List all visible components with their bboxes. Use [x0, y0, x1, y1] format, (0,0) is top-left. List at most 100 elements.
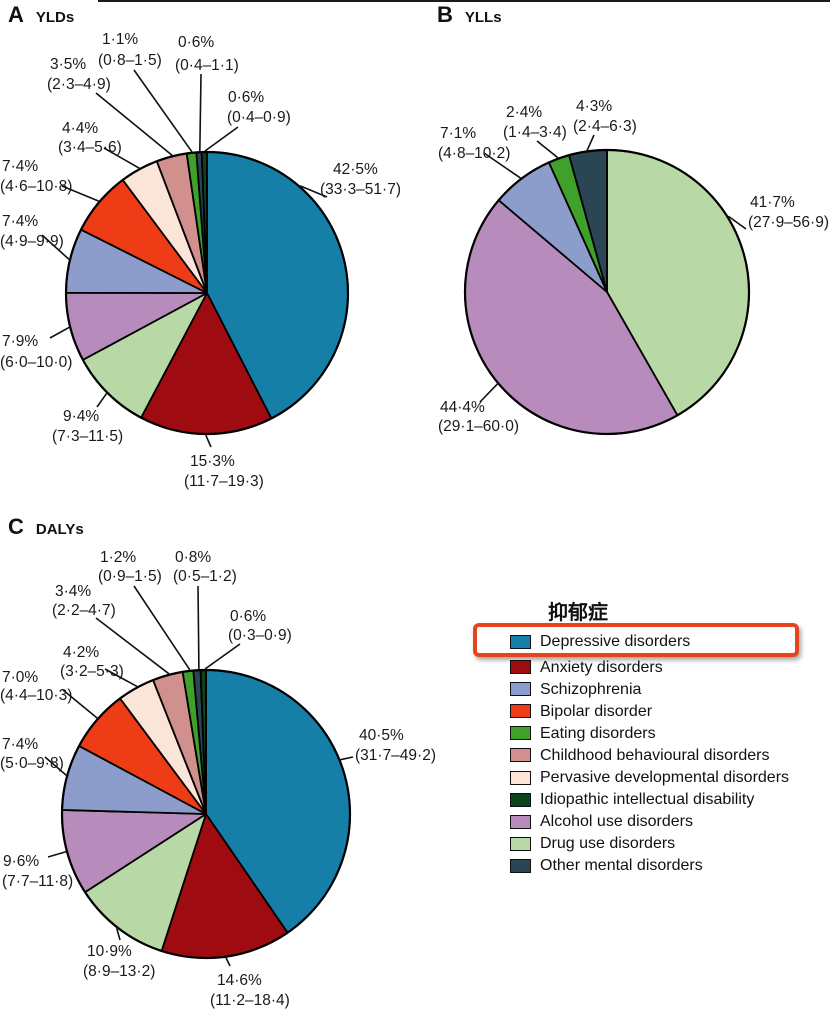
legend-swatch	[510, 704, 531, 719]
panel-b-header: B YLLs	[437, 4, 502, 26]
leader-line	[49, 326, 70, 339]
slice-ci-label: (0·4–0·9)	[227, 109, 291, 126]
leader-line	[115, 928, 121, 941]
legend-item-label: Childhood behavioural disorders	[540, 746, 770, 764]
legend-item-label: Schizophrenia	[540, 680, 642, 698]
legend-item-label: Idiopathic intellectual disability	[540, 791, 755, 809]
panel-a-letter: A	[8, 2, 24, 27]
leader-line	[204, 643, 241, 670]
slice-ci-label: (4·6–10·8)	[0, 178, 72, 195]
pie-rim	[64, 150, 350, 436]
slice-pct-label: 7·9%	[2, 333, 38, 350]
legend: 抑郁症 Depressive disorders Anxiety disorder…	[473, 596, 828, 896]
legend-item: Idiopathic intellectual disability	[510, 791, 755, 809]
legend-swatch	[510, 748, 531, 763]
legend-title-annotation: 抑郁症	[548, 602, 608, 624]
legend-item-label: Anxiety disorders	[540, 658, 663, 676]
leader-line	[62, 689, 98, 719]
leader-line	[199, 73, 202, 152]
panel-a-title: YLDs	[35, 9, 75, 26]
legend-item: Alcohol use disorders	[510, 814, 693, 830]
legend-item: Other mental disorders	[510, 858, 703, 874]
slice-pct-label: 9·4%	[63, 408, 99, 425]
slice-pct-label: 0·6%	[228, 89, 264, 106]
panel-c-header: C DALYs	[8, 516, 84, 538]
slice-pct-label: 0·8%	[175, 549, 211, 566]
slice-ci-label: (0·3–0·9)	[228, 627, 292, 644]
leader-line	[95, 92, 173, 156]
legend-swatch	[510, 682, 531, 697]
slice-ci-label: (3·2–5·3)	[60, 663, 124, 680]
legend-item-label: Drug use disorders	[540, 835, 676, 853]
legend-swatch	[510, 814, 531, 829]
slice-pct-label: 42·5%	[333, 161, 378, 178]
legend-item: Bipolar disorder	[510, 702, 653, 720]
legend-item-label: Pervasive developmental disorders	[540, 769, 790, 786]
legend-item-highlighted: Depressive disorders	[510, 633, 691, 650]
slice-pct-label: 4·3%	[576, 98, 612, 115]
leader-line	[133, 69, 193, 153]
panel-a-header: A YLDs	[8, 4, 74, 26]
slice-pct-label: 7·4%	[2, 158, 38, 175]
leader-line	[95, 617, 170, 675]
slice-pct-label: 1·1%	[102, 31, 138, 48]
top-rule	[98, 0, 830, 2]
legend-swatch	[510, 660, 531, 674]
legend-items: Depressive disorders Anxiety disorders Sch…	[473, 596, 828, 896]
slice-ci-label: (6·0–10·0)	[0, 354, 72, 371]
legend-swatch	[510, 726, 531, 741]
legend-item-label: Bipolar disorder	[540, 702, 653, 720]
panel-c-title: DALYs	[35, 521, 84, 538]
slice-ci-label: (0·4–1·1)	[175, 57, 239, 74]
leader-line	[536, 140, 559, 159]
slice-pct-label: 0·6%	[230, 608, 266, 625]
slice-pct-label: 10·9%	[87, 943, 132, 960]
slice-ci-label: (8·9–13·2)	[83, 963, 155, 980]
pie-rim	[463, 148, 751, 436]
slice-pct-label: 7·4%	[2, 736, 38, 753]
slice-pct-label: 14·6%	[217, 972, 262, 989]
slice-ci-label: (2·3–4·9)	[47, 76, 111, 93]
leader-line	[299, 185, 328, 198]
slice-ci-label: (0·5–1·2)	[173, 568, 237, 585]
slice-ci-label: (27·9–56·9)	[748, 214, 829, 231]
legend-item: Childhood behavioural disorders	[510, 746, 770, 764]
slice-ci-label: (4·4–10·3)	[0, 687, 72, 704]
leader-line	[225, 957, 231, 967]
slice-pct-label: 44·4%	[440, 399, 485, 416]
slice-ci-label: (3·4–5·6)	[58, 139, 122, 156]
slice-pct-label: 7·0%	[2, 669, 38, 686]
slice-ci-label: (0·9–1·5)	[98, 568, 162, 585]
slice-ci-label: (29·1–60·0)	[438, 418, 519, 435]
legend-item-label: Depressive disorders	[540, 633, 691, 650]
leader-line	[197, 585, 200, 670]
legend-swatch	[510, 634, 531, 649]
panel-c-letter: C	[8, 514, 24, 539]
legend-swatch	[510, 836, 531, 851]
pie-A: 42·5% (33·3–51·7) 15·3% (11·7–19·3) 9·4% (7·3…	[0, 31, 401, 490]
slice-ci-label: (5·0–9·8)	[0, 755, 64, 772]
pie-C: 40·5% (31·7–49·2) 14·6% (11·2–18·4) 10·9% (8·…	[0, 549, 436, 1009]
slice-pct-label: 15·3%	[190, 453, 235, 470]
leader-line	[41, 234, 70, 260]
leader-line	[204, 126, 239, 152]
slice-ci-label: (7·3–11·5)	[52, 428, 123, 445]
pie-B: 41·7% (27·9–56·9) 44·4% (29·1–60·0) 7·1% (4·8…	[438, 98, 829, 436]
slice-pct-label: 40·5%	[359, 727, 404, 744]
slice-pct-label: 2·4%	[506, 104, 542, 121]
slice-ci-label: (1·4–3·4)	[503, 124, 567, 141]
slice-pct-label: 0·6%	[178, 34, 214, 51]
legend-item: Eating disorders	[510, 725, 656, 741]
slice-ci-label: (0·8–1·5)	[98, 52, 162, 69]
legend-item: Pervasive developmental disorders	[510, 769, 790, 786]
slice-ci-label: (4·8–10·2)	[438, 145, 510, 162]
slice-pct-label: 9·6%	[3, 853, 39, 870]
legend-item: Anxiety disorders	[510, 658, 663, 676]
legend-item: Schizophrenia	[510, 680, 642, 698]
leader-line	[586, 134, 595, 151]
legend-swatch	[510, 858, 531, 873]
slice-pct-label: 3·4%	[55, 583, 91, 600]
leader-line	[205, 434, 212, 448]
slice-ci-label: (2·4–6·3)	[573, 118, 637, 135]
